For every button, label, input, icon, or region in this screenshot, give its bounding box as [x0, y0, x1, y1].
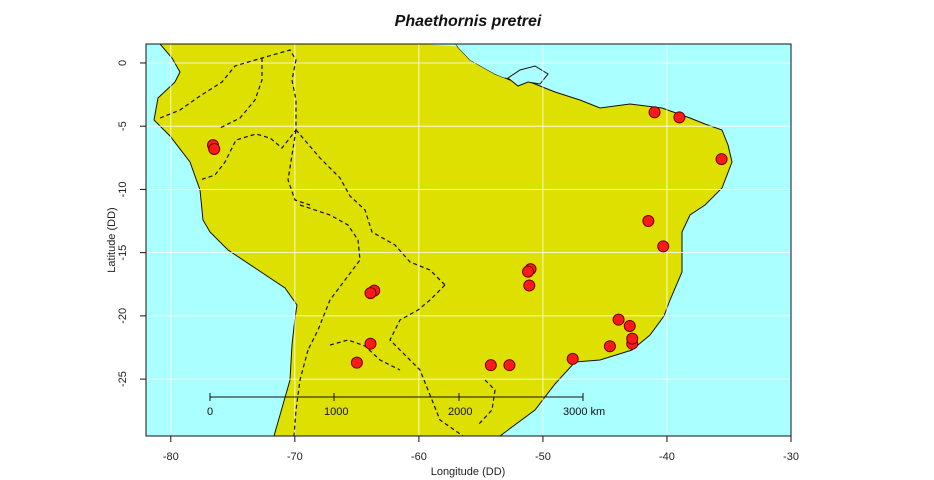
- occurrence-point: [364, 287, 377, 300]
- y-tick-label: -10: [117, 181, 129, 197]
- occurrence-point: [350, 356, 363, 369]
- graticule: [146, 44, 791, 436]
- x-axis-title: Longitude (DD): [431, 466, 506, 478]
- y-tick-label: -5: [117, 121, 129, 131]
- occurrence-point: [623, 319, 636, 332]
- occurrence-point: [673, 111, 686, 124]
- scale-bar: 0 1000 2000 3000 km: [207, 393, 605, 418]
- scale-label-2000: 2000: [448, 406, 472, 418]
- occurrence-point: [626, 332, 639, 345]
- occurrence-point: [657, 240, 670, 253]
- y-axis-title: Latitude (DD): [106, 207, 118, 272]
- scale-label-3000: 3000 km: [563, 406, 605, 418]
- y-axis: 0 -5 -10 -15 -20 -25: [117, 60, 146, 387]
- occurrence-point: [566, 352, 579, 365]
- occurrence-point: [612, 313, 625, 326]
- x-tick-label: -80: [163, 451, 179, 463]
- y-tick-label: -20: [117, 308, 129, 324]
- x-axis: -80 -70 -60 -50 -40 -30: [163, 436, 799, 463]
- x-tick-label: -70: [287, 451, 303, 463]
- plot-frame: [145, 43, 792, 437]
- occurrence-point: [603, 340, 616, 353]
- occurrence-point: [523, 279, 536, 292]
- north-coast-strip: [420, 44, 505, 78]
- scale-label-0: 0: [207, 406, 213, 418]
- x-tick-label: -40: [659, 451, 675, 463]
- occurrence-point: [484, 359, 497, 372]
- y-tick-label: -25: [117, 371, 129, 387]
- y-tick-label: 0: [117, 60, 129, 66]
- occurrence-point: [522, 265, 535, 278]
- scale-label-1000: 1000: [324, 406, 348, 418]
- occurrence-point: [364, 337, 377, 350]
- occurrence-points: [206, 106, 728, 372]
- occurrence-point: [642, 215, 655, 228]
- occurrence-point: [503, 359, 516, 372]
- occurrence-point: [208, 142, 221, 155]
- y-tick-label: -15: [117, 245, 129, 261]
- occurrence-point: [715, 153, 728, 166]
- occurrence-point: [648, 106, 661, 119]
- amazon-estuary: [507, 65, 549, 87]
- x-tick-label: -50: [535, 451, 551, 463]
- x-tick-label: -60: [411, 451, 427, 463]
- x-tick-label: -30: [783, 451, 799, 463]
- south-america-landmass: [153, 44, 733, 436]
- map-title: Phaethornis pretrei: [395, 13, 542, 30]
